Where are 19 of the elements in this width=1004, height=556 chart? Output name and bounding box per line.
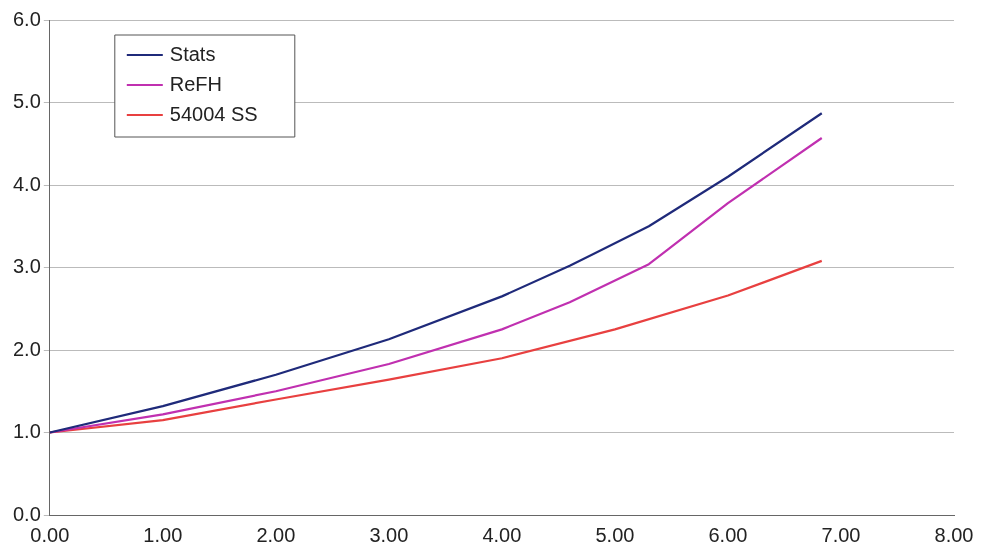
x-tick-label: 3.00 [369,523,409,546]
legend-label: ReFH [169,72,223,95]
y-tick-label: 6.0 [12,7,41,30]
x-tick-label: 7.00 [821,523,861,546]
x-tick-label: 0.00 [30,523,70,546]
x-tick-label: 2.00 [256,523,296,546]
y-tick-label: 3.0 [12,255,41,278]
x-tick-label: 8.00 [934,523,974,546]
y-tick-label: 5.0 [12,90,41,113]
y-tick-label: 1.0 [12,420,41,443]
y-tick-label: 2.0 [12,337,41,360]
y-tick-label: 4.0 [12,172,41,195]
legend-label: Stats [169,42,216,65]
legend-label: 54004 SS [169,102,258,125]
x-tick-label: 6.00 [708,523,748,546]
y-tick-label: 0.0 [12,502,41,525]
x-tick-label: 5.00 [595,523,635,546]
x-tick-label: 1.00 [143,523,183,546]
x-tick-label: 4.00 [482,523,522,546]
